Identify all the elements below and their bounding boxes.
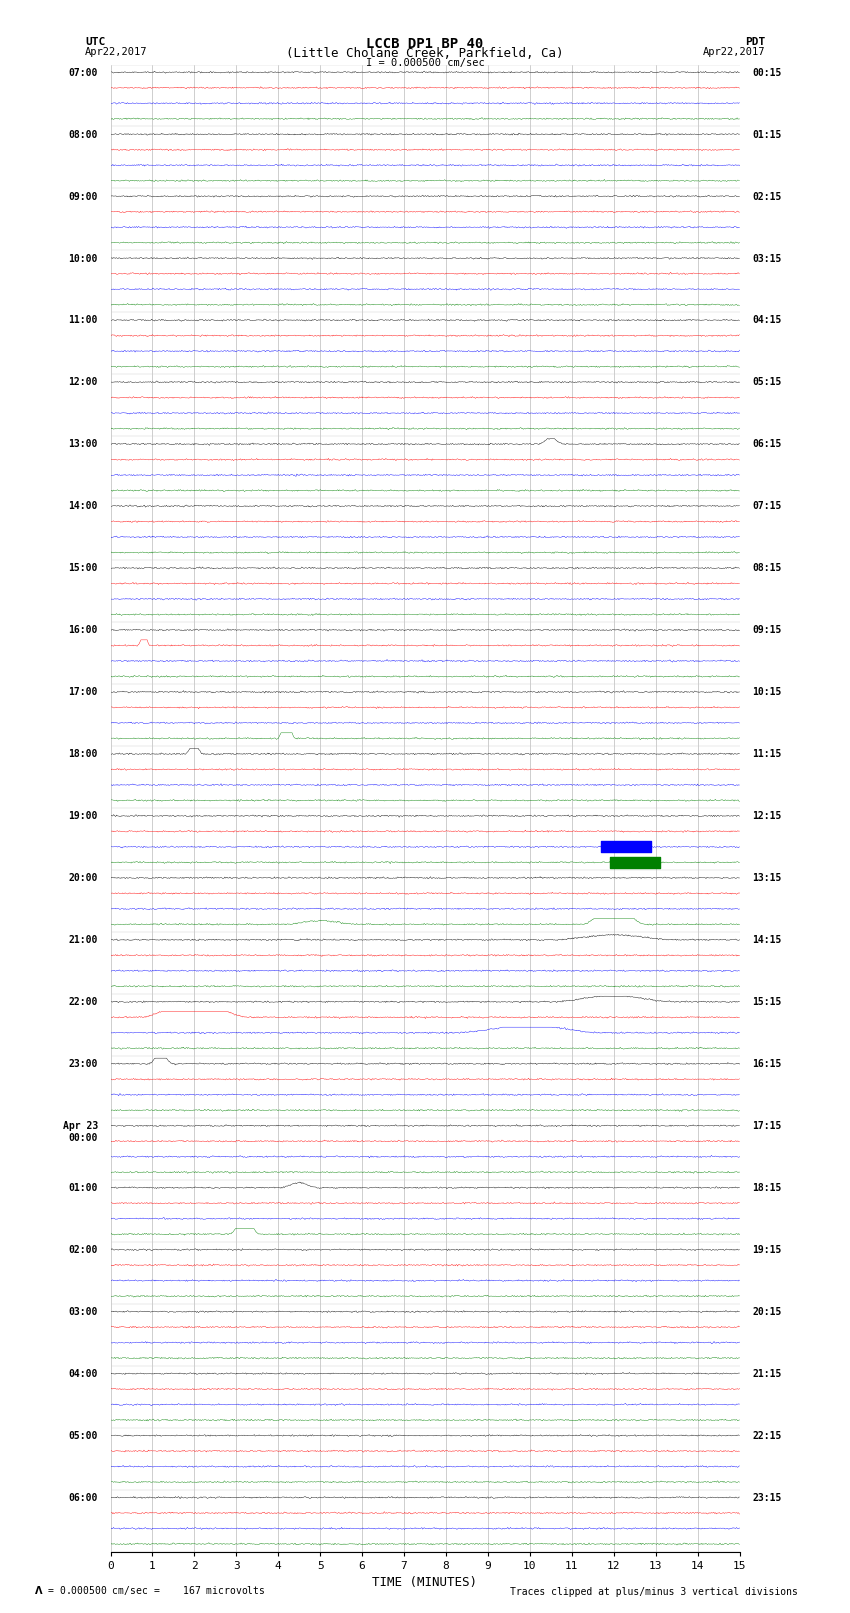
Text: 10:00: 10:00 [69,253,98,263]
Text: 14:00: 14:00 [69,502,98,511]
Text: 22:15: 22:15 [752,1431,781,1440]
Text: 16:15: 16:15 [752,1060,781,1069]
X-axis label: TIME (MINUTES): TIME (MINUTES) [372,1576,478,1589]
Text: 02:00: 02:00 [69,1245,98,1255]
Text: 11:00: 11:00 [69,316,98,326]
Text: 01:15: 01:15 [752,129,781,140]
Text: $\mathbf{\Lambda}$ = 0.000500 cm/sec =    167 microvolts: $\mathbf{\Lambda}$ = 0.000500 cm/sec = 1… [34,1584,265,1597]
Text: 22:00: 22:00 [69,997,98,1007]
Text: 13:15: 13:15 [752,873,781,884]
Text: 15:00: 15:00 [69,563,98,573]
Text: 09:15: 09:15 [752,626,781,636]
Text: 23:00: 23:00 [69,1060,98,1069]
Text: Apr22,2017: Apr22,2017 [702,47,765,56]
Text: LCCB DP1 BP 40: LCCB DP1 BP 40 [366,37,484,52]
Text: 03:00: 03:00 [69,1307,98,1316]
Text: 08:15: 08:15 [752,563,781,573]
Text: 04:15: 04:15 [752,316,781,326]
Text: 16:00: 16:00 [69,626,98,636]
Text: 00:15: 00:15 [752,68,781,77]
Text: 23:15: 23:15 [752,1494,781,1503]
Text: 06:15: 06:15 [752,439,781,450]
Text: 11:15: 11:15 [752,750,781,760]
Text: 03:15: 03:15 [752,253,781,263]
Text: 09:00: 09:00 [69,192,98,202]
Text: UTC: UTC [85,37,105,47]
Text: 12:15: 12:15 [752,811,781,821]
Text: 01:00: 01:00 [69,1182,98,1194]
Text: 17:00: 17:00 [69,687,98,697]
Text: 21:15: 21:15 [752,1369,781,1379]
Text: 10:15: 10:15 [752,687,781,697]
Text: 04:00: 04:00 [69,1369,98,1379]
Text: 08:00: 08:00 [69,129,98,140]
Text: 05:00: 05:00 [69,1431,98,1440]
Text: 13:00: 13:00 [69,439,98,450]
Text: 02:15: 02:15 [752,192,781,202]
Text: 20:15: 20:15 [752,1307,781,1316]
Text: 18:15: 18:15 [752,1182,781,1194]
Text: I = 0.000500 cm/sec: I = 0.000500 cm/sec [366,58,484,68]
Text: 17:15: 17:15 [752,1121,781,1131]
Text: 18:00: 18:00 [69,750,98,760]
Text: Traces clipped at plus/minus 3 vertical divisions: Traces clipped at plus/minus 3 vertical … [510,1587,798,1597]
Text: 05:15: 05:15 [752,377,781,387]
Text: 07:15: 07:15 [752,502,781,511]
Text: 06:00: 06:00 [69,1494,98,1503]
Text: 20:00: 20:00 [69,873,98,884]
Text: 19:15: 19:15 [752,1245,781,1255]
Text: 14:15: 14:15 [752,936,781,945]
Text: (Little Cholane Creek, Parkfield, Ca): (Little Cholane Creek, Parkfield, Ca) [286,47,564,60]
Text: 12:00: 12:00 [69,377,98,387]
Text: 15:15: 15:15 [752,997,781,1007]
Text: 19:00: 19:00 [69,811,98,821]
Text: 07:00: 07:00 [69,68,98,77]
Text: Apr22,2017: Apr22,2017 [85,47,148,56]
Text: PDT: PDT [745,37,765,47]
Text: 21:00: 21:00 [69,936,98,945]
Text: Apr 23
00:00: Apr 23 00:00 [63,1121,98,1142]
